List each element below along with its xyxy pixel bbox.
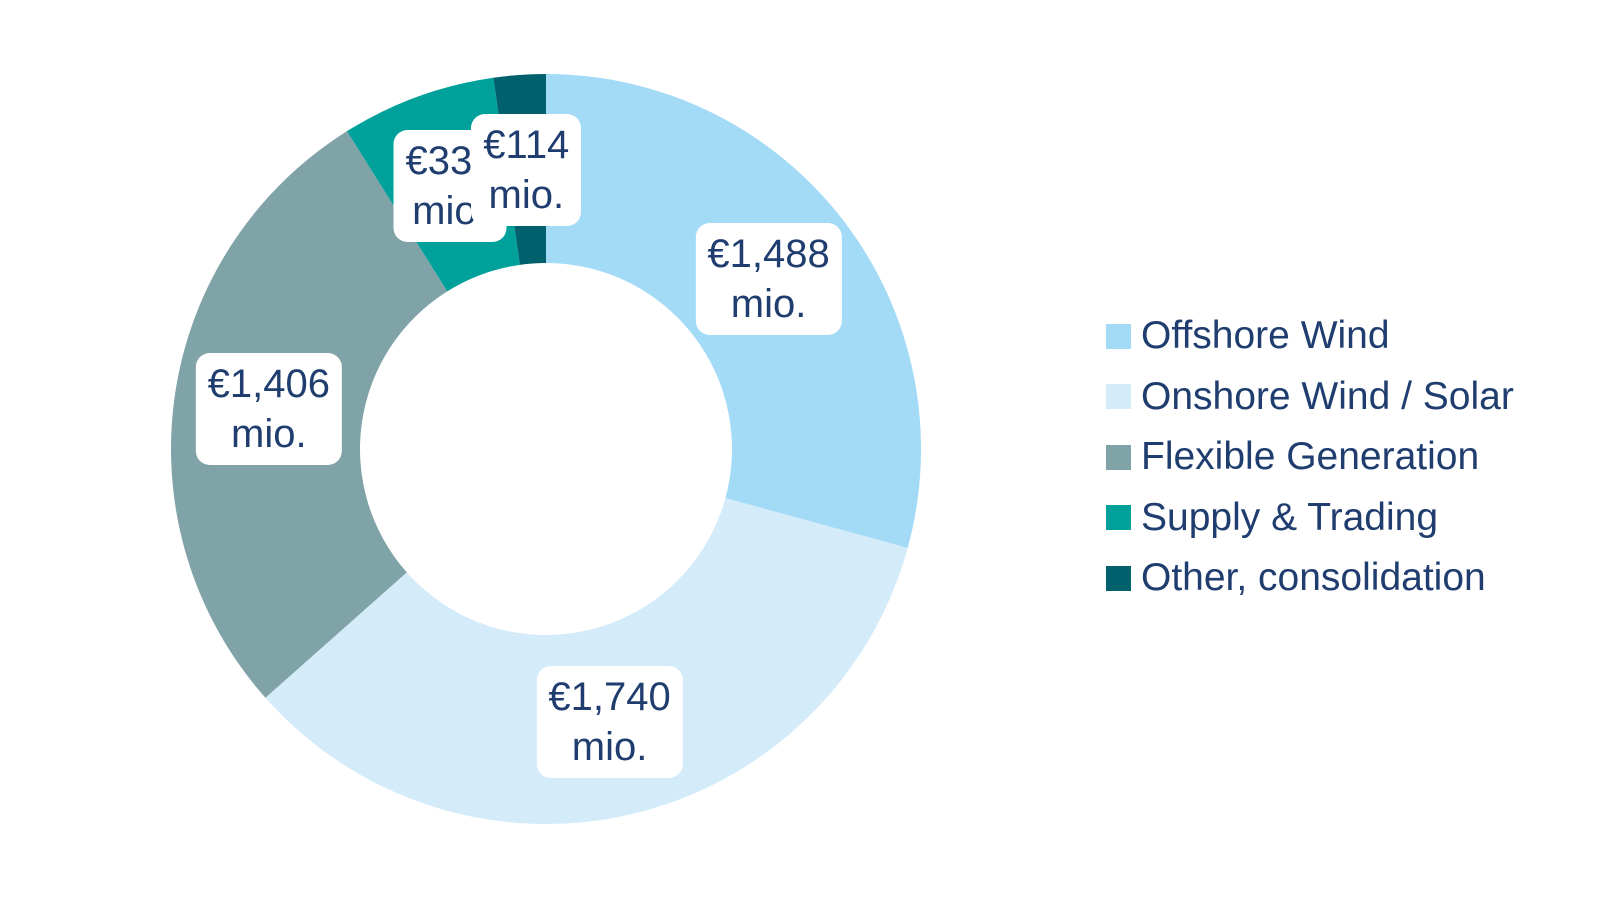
legend-swatch — [1106, 505, 1131, 531]
legend-swatch — [1106, 323, 1131, 349]
legend-label: Offshore Wind — [1141, 314, 1390, 358]
value-label: €114 mio. — [471, 113, 582, 226]
legend-item: Flexible Generation — [1106, 427, 1514, 488]
legend-item: Supply & Trading — [1106, 488, 1514, 549]
legend-item: Other, consolidation — [1106, 548, 1514, 609]
legend-label: Supply & Trading — [1141, 495, 1439, 539]
legend-item: Onshore Wind / Solar — [1106, 367, 1514, 428]
legend-swatch — [1106, 565, 1131, 591]
legend: Offshore Wind Onshore Wind / Solar Flexibl… — [1106, 306, 1514, 609]
value-label: €1,740 mio. — [536, 665, 683, 778]
legend-label: Other, consolidation — [1141, 556, 1486, 600]
value-label: €1,488 mio. — [695, 223, 842, 336]
legend-swatch — [1106, 444, 1131, 470]
value-label: €1,406 mio. — [195, 353, 343, 466]
legend-swatch — [1106, 384, 1131, 410]
legend-label: Onshore Wind / Solar — [1141, 374, 1514, 418]
legend-label: Flexible Generation — [1141, 435, 1480, 479]
donut-slice — [265, 498, 908, 824]
legend-item: Offshore Wind — [1106, 306, 1514, 367]
